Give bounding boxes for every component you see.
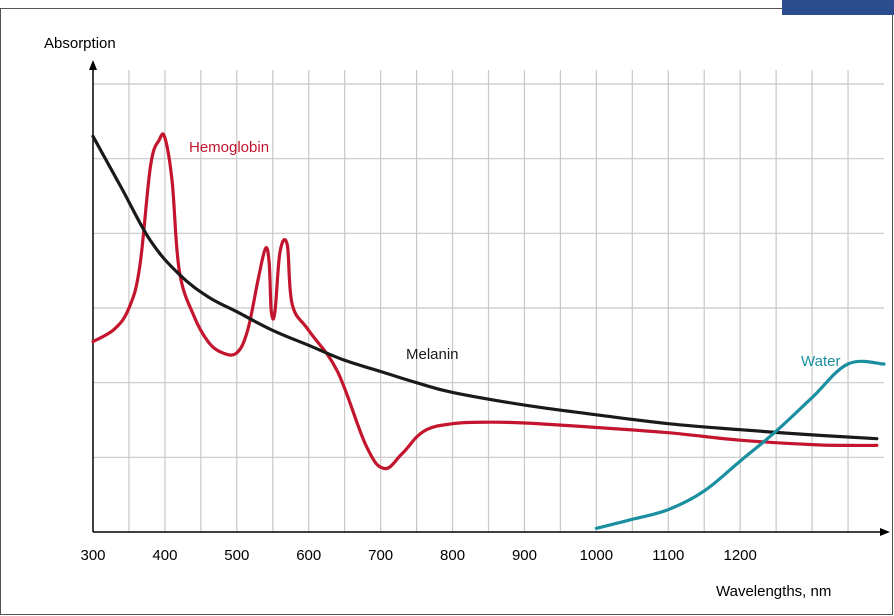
y-axis-arrow: [89, 60, 97, 70]
x-tick-label: 800: [440, 547, 465, 564]
x-tick-label: 900: [512, 547, 537, 564]
chart-grid: [93, 70, 884, 532]
chart-frame: [0, 8, 893, 615]
series-line-hemoglobin: [91, 132, 879, 471]
series-label-hemoglobin: Hemoglobin: [189, 139, 269, 156]
x-tick-label: 700: [368, 547, 393, 564]
x-tick-label: 1100: [652, 547, 684, 564]
x-tick-label: 500: [224, 547, 249, 564]
x-tick-label: 1200: [723, 547, 756, 564]
series-line-water: [594, 359, 886, 530]
x-axis-arrow: [880, 528, 890, 536]
series-label-melanin: Melanin: [406, 346, 459, 363]
x-tick-label: 600: [296, 547, 321, 564]
x-tick-labels: 300 400 500 600 700 800 900 1000 1100 1200: [80, 547, 756, 564]
series-lines: [91, 132, 886, 530]
x-tick-label: 1000: [580, 547, 613, 564]
series-line-melanin: [91, 134, 879, 441]
chart-axes: [89, 60, 890, 536]
y-axis-title: Absorption: [44, 35, 116, 52]
x-tick-label: 400: [152, 547, 177, 564]
corner-tab: [782, 0, 894, 15]
series-label-water: Water: [801, 353, 840, 370]
x-axis-title: Wavelengths, nm: [716, 583, 831, 600]
x-tick-label: 300: [80, 547, 105, 564]
